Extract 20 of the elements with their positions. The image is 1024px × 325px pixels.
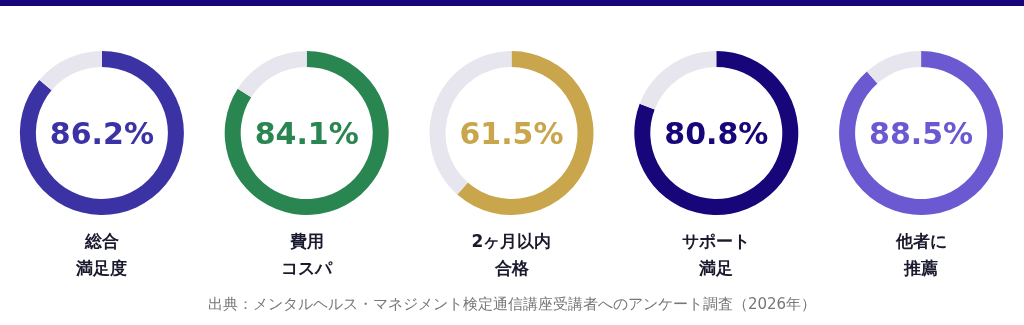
text: サポート満足 [682,231,751,278]
data-label: 61.5% [459,115,564,151]
data-label: 80.8% [664,115,769,151]
text: 他者に推薦 [894,231,947,278]
donut-slice [634,51,799,215]
text: 2ヶ月以内合格 [471,231,552,278]
donut-slice [39,51,102,91]
donut-slice [457,51,594,215]
donut-slice [224,51,389,215]
data-label: 84.1% [254,115,359,151]
text: 総合満足度 [75,231,128,278]
donut-slice [839,51,1004,215]
text: 費用コスパ [281,231,334,278]
donut-slice [639,51,717,110]
donut-slice [20,51,184,215]
donut-slice [237,51,307,98]
donut-slice [866,51,922,84]
source-note: 出典：メンタルヘルス・マネジメント検定通信講座受講者へのアンケート調査（2026年） [207,295,817,313]
data-label: 88.5% [869,115,974,151]
data-label: 86.2% [49,115,154,151]
